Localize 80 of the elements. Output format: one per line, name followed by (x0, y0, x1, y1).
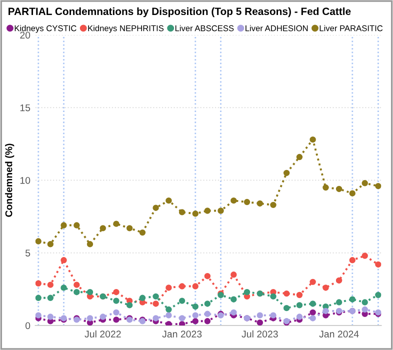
point (244, 288, 250, 296)
y-tick-label: 20 (20, 32, 30, 39)
y-axis-title: Condemned (%) (5, 144, 14, 217)
legend-label: Liver ADHESION (246, 25, 308, 32)
point (362, 180, 368, 186)
y-tick-label: 0 (25, 322, 30, 330)
point (310, 136, 316, 143)
point (362, 299, 368, 306)
point (152, 293, 159, 300)
point (310, 300, 316, 307)
point (152, 300, 159, 307)
point (178, 209, 186, 216)
point (152, 204, 159, 211)
point (178, 298, 186, 304)
y-tick-label: 15 (20, 104, 30, 112)
point (336, 299, 342, 306)
point (375, 292, 382, 298)
point (322, 184, 329, 191)
point (296, 154, 303, 160)
y-tick-label: 5 (25, 250, 30, 256)
point (74, 282, 80, 288)
point (192, 283, 198, 290)
chart-title: PARTIAL Condemnations by Disposition (Top 5 Reasons) - Fed Cattle (8, 7, 351, 18)
point (230, 296, 237, 302)
point (35, 280, 42, 286)
point (126, 225, 133, 232)
point (60, 222, 67, 228)
point (86, 241, 94, 248)
point (296, 292, 303, 298)
point (375, 182, 382, 190)
x-tick-label: Jan 2023 (162, 330, 202, 338)
point (60, 284, 67, 291)
x-tick-label: Jul 2022 (84, 330, 121, 338)
point (100, 225, 106, 232)
point (349, 190, 356, 196)
point (86, 288, 94, 296)
point (349, 257, 356, 264)
point (283, 170, 290, 176)
point (139, 229, 146, 236)
point (178, 283, 186, 290)
point (336, 277, 342, 284)
point (113, 220, 120, 227)
point (204, 208, 211, 214)
point (74, 222, 80, 228)
point (270, 293, 276, 300)
point (310, 278, 316, 286)
legend-label: Liver ABSCESS (175, 25, 234, 32)
point (230, 272, 237, 278)
point (322, 284, 329, 291)
point (244, 198, 250, 206)
point (204, 273, 211, 280)
point (336, 186, 342, 192)
legend-label: Liver PARASITIC (320, 25, 383, 32)
point (166, 284, 172, 291)
point (47, 241, 54, 248)
y-tick-label: 10 (20, 176, 30, 184)
point (192, 210, 198, 217)
point (35, 294, 42, 302)
point (60, 257, 67, 264)
legend-label: Kidneys NEPHRITIS (88, 25, 164, 33)
point (139, 294, 146, 302)
point (35, 238, 42, 244)
point (256, 200, 264, 207)
point (74, 288, 80, 296)
point (362, 252, 368, 259)
point (204, 300, 211, 307)
point (47, 282, 54, 288)
point (283, 290, 290, 297)
point (113, 298, 120, 304)
point (218, 208, 224, 214)
point (166, 197, 172, 204)
point (375, 261, 382, 268)
x-tick-label: Jul 2023 (242, 330, 278, 338)
legend-label: Kidneys CYSTIC (14, 25, 76, 33)
point (113, 288, 120, 296)
x-tick-label: Jan 2024 (319, 330, 359, 338)
point (270, 202, 276, 208)
point (47, 294, 54, 302)
point (230, 197, 237, 204)
point (349, 296, 356, 302)
